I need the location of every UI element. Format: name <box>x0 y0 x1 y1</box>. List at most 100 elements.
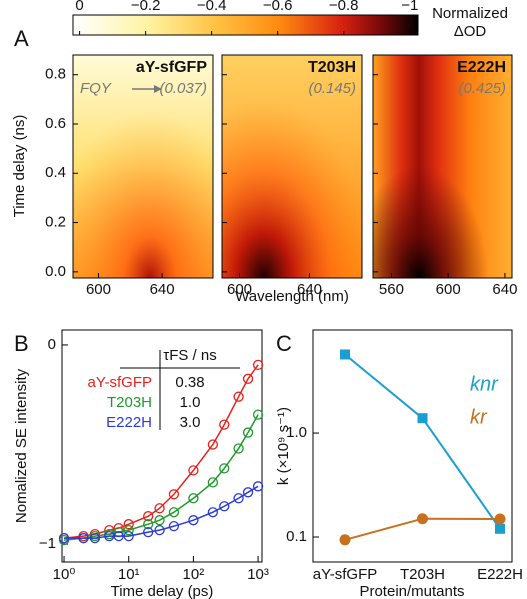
data-point <box>207 439 219 450</box>
data-point <box>219 419 230 430</box>
colorbar-tick-label: −1 <box>401 0 418 14</box>
table-row-name: E222H <box>106 414 152 431</box>
data-point <box>207 477 219 488</box>
annotation: FQY <box>80 80 112 97</box>
y-axis-label: Time delay (ns) <box>11 115 28 218</box>
data-point <box>168 521 180 532</box>
data-point <box>252 409 264 420</box>
x-tick-label: aY-sfGFP <box>313 566 377 583</box>
data-point <box>168 489 180 500</box>
x-axis-label: Wavelength (nm) <box>235 288 349 305</box>
data-point <box>233 443 244 454</box>
x-tick-label: E222H <box>477 566 523 583</box>
table-value: 0.38 <box>175 374 204 391</box>
y-tick-label: −1 <box>39 535 56 552</box>
heatmap-layer <box>73 55 213 278</box>
y-tick-label: 0.4 <box>45 164 66 181</box>
data-point <box>89 532 101 544</box>
x-axis-label: Time delay (ps) <box>111 583 214 599</box>
colorbar <box>72 14 419 36</box>
data-point <box>154 515 165 526</box>
data-point <box>252 481 264 492</box>
data-point <box>219 463 230 474</box>
data-point <box>143 511 154 522</box>
y-axis-label: k (×10⁹ s⁻¹) <box>275 407 292 485</box>
data-point <box>113 530 124 542</box>
y-tick-label: 1.0 <box>286 424 307 441</box>
panel-letter: A <box>14 26 29 51</box>
data-point <box>252 359 264 370</box>
heatmap-layer <box>373 55 512 278</box>
table-row-name: aY-sfGFP <box>88 374 152 391</box>
data-point <box>219 501 230 512</box>
data-point <box>143 519 154 530</box>
colorbar-tick-label: −0.4 <box>197 0 227 14</box>
data-point <box>417 513 428 525</box>
panel-title: T203H <box>308 59 356 76</box>
y-tick-label: 0.0 <box>45 263 66 280</box>
data-point <box>188 465 199 476</box>
annotation: (0.037) <box>159 80 207 97</box>
plot-frame <box>372 54 513 279</box>
x-tick-label: 640 <box>150 281 175 298</box>
x-tick-label: 600 <box>86 281 111 298</box>
data-point <box>123 524 134 536</box>
data-point <box>242 427 254 438</box>
data-point <box>188 515 199 526</box>
y-tick-label: 0.1 <box>286 528 307 545</box>
data-point <box>154 524 165 536</box>
data-point <box>242 373 254 384</box>
data-point <box>495 523 505 534</box>
table-value: 1.0 <box>180 394 201 411</box>
x-tick-label: 600 <box>436 281 461 298</box>
x-tick-label: 600 <box>227 281 252 298</box>
data-point <box>78 532 89 544</box>
y-axis-label: Nomalized SE intensity <box>13 368 30 523</box>
colorbar-label: ΔOD <box>454 23 487 40</box>
plot-frame <box>72 54 214 279</box>
plot-frame <box>221 54 363 279</box>
x-tick-label: 560 <box>379 281 404 298</box>
y-tick-label: 0.6 <box>45 115 66 132</box>
panel-title: aY-sfGFP <box>136 59 207 76</box>
data-point <box>233 493 244 504</box>
colorbar-tick-label: 0 <box>75 0 83 14</box>
panel-title: E222H <box>457 59 506 76</box>
heatmap-layer <box>222 55 362 278</box>
table-value: 3.0 <box>180 414 201 431</box>
x-tick-label: 640 <box>297 281 322 298</box>
y-tick-label: 0.8 <box>45 66 66 83</box>
x-tick-label: 10¹ <box>118 566 140 583</box>
data-point <box>494 513 506 525</box>
data-point <box>154 503 165 514</box>
colorbar-label: Normalized <box>432 5 508 22</box>
data-point <box>143 526 154 538</box>
data-point <box>58 532 70 544</box>
colorbar-tick-label: −0.2 <box>131 0 161 14</box>
data-point <box>242 487 254 498</box>
data-point <box>168 507 180 518</box>
x-axis-label: Protein/mutants <box>359 583 464 599</box>
plot-frame <box>312 329 513 563</box>
legend-label: kr <box>470 406 488 428</box>
x-tick-label: 10² <box>183 566 205 583</box>
x-tick-label: 10⁰ <box>53 566 76 583</box>
data-point <box>123 519 134 530</box>
data-point <box>340 349 350 360</box>
colorbar-tick-label: −0.6 <box>263 0 293 14</box>
x-tick-label: T203H <box>400 566 445 583</box>
panel-letter: C <box>276 331 292 356</box>
plot-frame <box>61 329 263 563</box>
panel-letter: B <box>14 331 29 356</box>
data-point <box>123 530 134 542</box>
colorbar-tick-label: −0.8 <box>329 0 359 14</box>
annotation: (0.425) <box>458 80 506 97</box>
legend-label: knr <box>470 373 499 395</box>
annotation: (0.145) <box>308 80 356 97</box>
data-point <box>207 507 219 518</box>
x-tick-label: 10³ <box>247 566 269 583</box>
data-point <box>339 534 351 546</box>
arrowhead <box>154 85 162 93</box>
y-tick-label: 0.2 <box>45 214 66 231</box>
